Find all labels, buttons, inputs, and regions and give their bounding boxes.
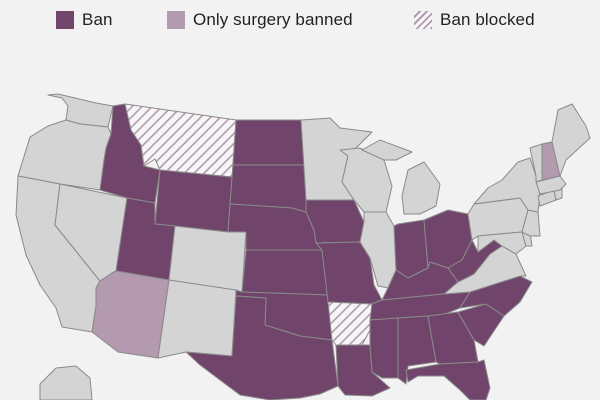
- state-louisiana: [335, 344, 391, 397]
- state-arkansas: [327, 301, 373, 346]
- state-south-carolina: [457, 303, 505, 347]
- state-michigan-upper: [361, 139, 413, 161]
- legend: Ban Only surgery banned Ban blocked: [0, 0, 600, 40]
- surgery-swatch: [167, 11, 185, 29]
- state-new-mexico: [157, 279, 237, 359]
- legend-label-ban: Ban: [82, 10, 113, 29]
- state-vermont: [529, 143, 543, 183]
- state-florida: [405, 359, 491, 400]
- state-illinois: [359, 211, 397, 289]
- state-alaska: [39, 365, 93, 400]
- legend-item-surgery: Only surgery banned: [167, 8, 353, 32]
- state-north-dakota: [232, 119, 307, 166]
- state-arizona: [91, 270, 170, 359]
- legend-label-surgery: Only surgery banned: [193, 10, 353, 29]
- legend-item-ban: Ban: [56, 8, 113, 32]
- state-colorado: [168, 225, 247, 293]
- legend-item-blocked: Ban blocked: [414, 8, 535, 32]
- state-texas: [185, 295, 339, 400]
- hatch-swatch: [414, 11, 432, 29]
- state-mississippi: [369, 317, 399, 379]
- state-michigan: [401, 161, 441, 215]
- state-maine: [551, 103, 591, 177]
- ban-swatch: [56, 11, 74, 29]
- state-indiana: [393, 219, 429, 279]
- legend-label-blocked: Ban blocked: [440, 10, 535, 29]
- state-wyoming: [154, 169, 233, 233]
- state-washington: [47, 93, 114, 128]
- state-iowa: [305, 199, 365, 244]
- state-kansas: [241, 249, 329, 296]
